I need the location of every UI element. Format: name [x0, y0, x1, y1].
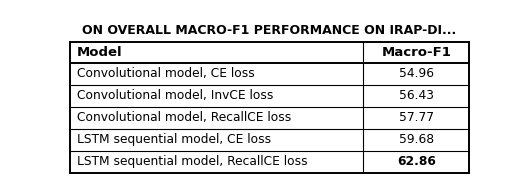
Text: 56.43: 56.43 [399, 89, 434, 102]
Text: LSTM sequential model, CE loss: LSTM sequential model, CE loss [77, 133, 271, 146]
Text: Macro-F1: Macro-F1 [381, 46, 451, 59]
Text: 54.96: 54.96 [399, 67, 434, 80]
Text: Model: Model [77, 46, 123, 59]
Text: 62.86: 62.86 [397, 155, 436, 168]
Text: ON OVERALL MACRO-F1 PERFORMANCE ON IRAP-DI...: ON OVERALL MACRO-F1 PERFORMANCE ON IRAP-… [83, 24, 457, 37]
Text: 59.68: 59.68 [399, 133, 434, 146]
Text: Convolutional model, CE loss: Convolutional model, CE loss [77, 67, 255, 80]
Text: LSTM sequential model, RecallCE loss: LSTM sequential model, RecallCE loss [77, 155, 308, 168]
Text: Convolutional model, InvCE loss: Convolutional model, InvCE loss [77, 89, 274, 102]
Text: 57.77: 57.77 [399, 111, 434, 124]
Text: Convolutional model, RecallCE loss: Convolutional model, RecallCE loss [77, 111, 291, 124]
